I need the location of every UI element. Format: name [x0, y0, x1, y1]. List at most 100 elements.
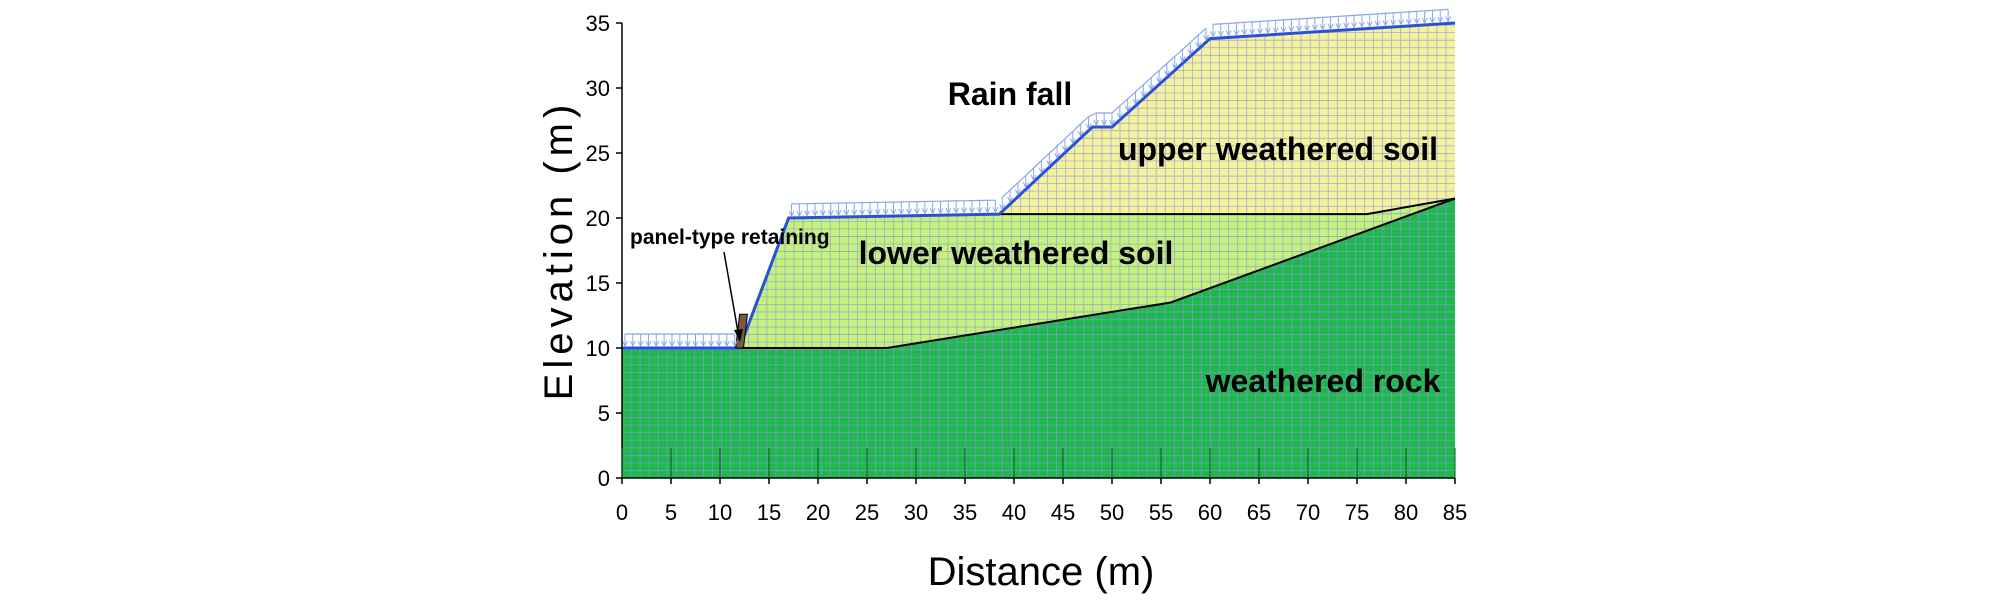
x-tick-label: 65 [1247, 500, 1271, 525]
x-axis-title: Distance (m) [928, 550, 1155, 594]
rain-arrowhead [1209, 31, 1216, 38]
rain-arrowhead [1296, 25, 1303, 33]
rain-arrowhead [1217, 30, 1224, 38]
rain-arrowhead [1030, 174, 1037, 182]
x-tick-label: 45 [1051, 500, 1075, 525]
rain-arrowhead [812, 210, 819, 217]
rain-arrowhead [1124, 105, 1131, 112]
rain-arrowhead [1085, 123, 1092, 130]
rain-arrowhead [1288, 26, 1295, 33]
rain-arrowhead [661, 340, 668, 348]
y-axis-title: Elevation (m) [537, 100, 581, 401]
rain-arrowhead [859, 209, 866, 216]
retaining-pointer-line [723, 251, 739, 333]
rain-arrowhead [1093, 119, 1100, 127]
rain-arrowhead [1054, 152, 1061, 160]
x-tick-label: 50 [1100, 500, 1124, 525]
retaining-pointer-arrowhead [734, 329, 743, 342]
rain-arrowhead [1225, 30, 1232, 37]
rain-arrowhead [1257, 28, 1263, 35]
weathered-rock-label: weathered rock [1205, 363, 1441, 399]
rain-arrowhead [629, 340, 636, 348]
y-tick-label: 5 [598, 401, 610, 426]
rain-arrowhead [866, 209, 873, 216]
rain-arrowhead [1156, 77, 1162, 84]
rain-arrowhead [1445, 16, 1452, 23]
rain-arrowhead [874, 209, 881, 216]
rain-arrowhead [953, 207, 960, 215]
plot-frame [621, 23, 1455, 479]
rain-arrowhead [968, 207, 975, 214]
rain-arrowhead [1437, 16, 1444, 24]
rain-arrowhead [621, 340, 628, 348]
rain-arrowhead [1187, 49, 1194, 56]
rain-arrowhead [976, 207, 983, 214]
x-tick-label: 40 [1002, 500, 1026, 525]
rain-arrowhead [1109, 119, 1115, 127]
rain-arrowhead [1077, 130, 1084, 138]
y-axis-ticks: 0 5 10 15 20 25 30 35 [586, 11, 622, 491]
rain-arrowhead [890, 208, 897, 216]
rain-arrowhead [1140, 91, 1147, 98]
rain-arrowhead [929, 208, 936, 215]
rain-arrowhead [1311, 24, 1318, 32]
lower-weathered-soil-label: lower weathered soil [859, 235, 1174, 271]
rain-arrowhead [1319, 24, 1326, 31]
rain-load-line [791, 199, 996, 205]
rain-arrowhead [827, 209, 834, 217]
y-tick-label: 0 [598, 466, 610, 491]
rain-arrowhead [1351, 22, 1358, 29]
rain-arrowhead [1038, 167, 1045, 174]
rain-arrowhead [1280, 26, 1287, 34]
x-tick-label: 35 [953, 500, 977, 525]
upper-soil-boundary-line [999, 197, 1456, 216]
x-tick-label: 85 [1443, 500, 1467, 525]
rain-arrowhead [1116, 112, 1123, 120]
rain-arrowhead [731, 340, 738, 348]
x-axis-ticks: 0 5 10 15 20 25 30 35 40 45 50 55 60 65 70 75 80 85 [616, 448, 1467, 525]
rain-arrowhead [1022, 182, 1029, 189]
rain-arrowhead [1062, 145, 1068, 152]
rain-arrowhead [1241, 29, 1248, 36]
rain-arrowhead [804, 210, 811, 217]
rain-arrowhead [1203, 34, 1210, 42]
rainfall-arrows [621, 8, 1452, 348]
x-tick-label: 55 [1149, 500, 1173, 525]
y-tick-label: 15 [586, 271, 610, 296]
x-tick-label: 70 [1296, 500, 1320, 525]
rain-arrowhead [1046, 160, 1053, 167]
x-tick-label: 60 [1198, 500, 1222, 525]
rain-arrowhead [906, 208, 913, 215]
y-tick-label: 35 [586, 11, 610, 36]
upper-weathered-soil-region [999, 23, 1455, 215]
rain-arrowhead [1304, 25, 1310, 32]
ground-surface-line [622, 21, 1456, 350]
rain-arrowhead [1179, 56, 1186, 63]
rain-arrowhead [945, 207, 952, 215]
rain-arrowhead [1272, 27, 1279, 34]
rain-arrowhead [992, 206, 999, 214]
rain-arrowhead [723, 340, 730, 348]
y-tick-label: 30 [586, 76, 610, 101]
rain-arrowhead [1101, 119, 1108, 127]
rain-arrowhead [921, 208, 928, 215]
rain-arrowhead [1335, 23, 1342, 30]
rain-arrowhead [1421, 17, 1428, 25]
rain-arrowhead [1390, 19, 1397, 27]
rain-arrowhead [914, 208, 920, 215]
rain-arrowhead [835, 209, 842, 217]
rock-boundary-line [622, 197, 1456, 349]
rain-arrowhead [1249, 28, 1256, 36]
x-tick-label: 25 [855, 500, 879, 525]
x-tick-label: 30 [904, 500, 928, 525]
rain-arrowhead [984, 207, 991, 214]
rain-arrowhead [1405, 18, 1412, 26]
x-tick-label: 5 [665, 500, 677, 525]
panel-type-retaining-label: panel-type retaining [630, 226, 830, 249]
rain-arrowhead [961, 207, 967, 214]
rain-arrowhead [898, 208, 905, 216]
layer-boundaries [622, 21, 1456, 350]
rain-arrowhead [653, 340, 660, 348]
rain-arrowhead [1343, 22, 1350, 30]
